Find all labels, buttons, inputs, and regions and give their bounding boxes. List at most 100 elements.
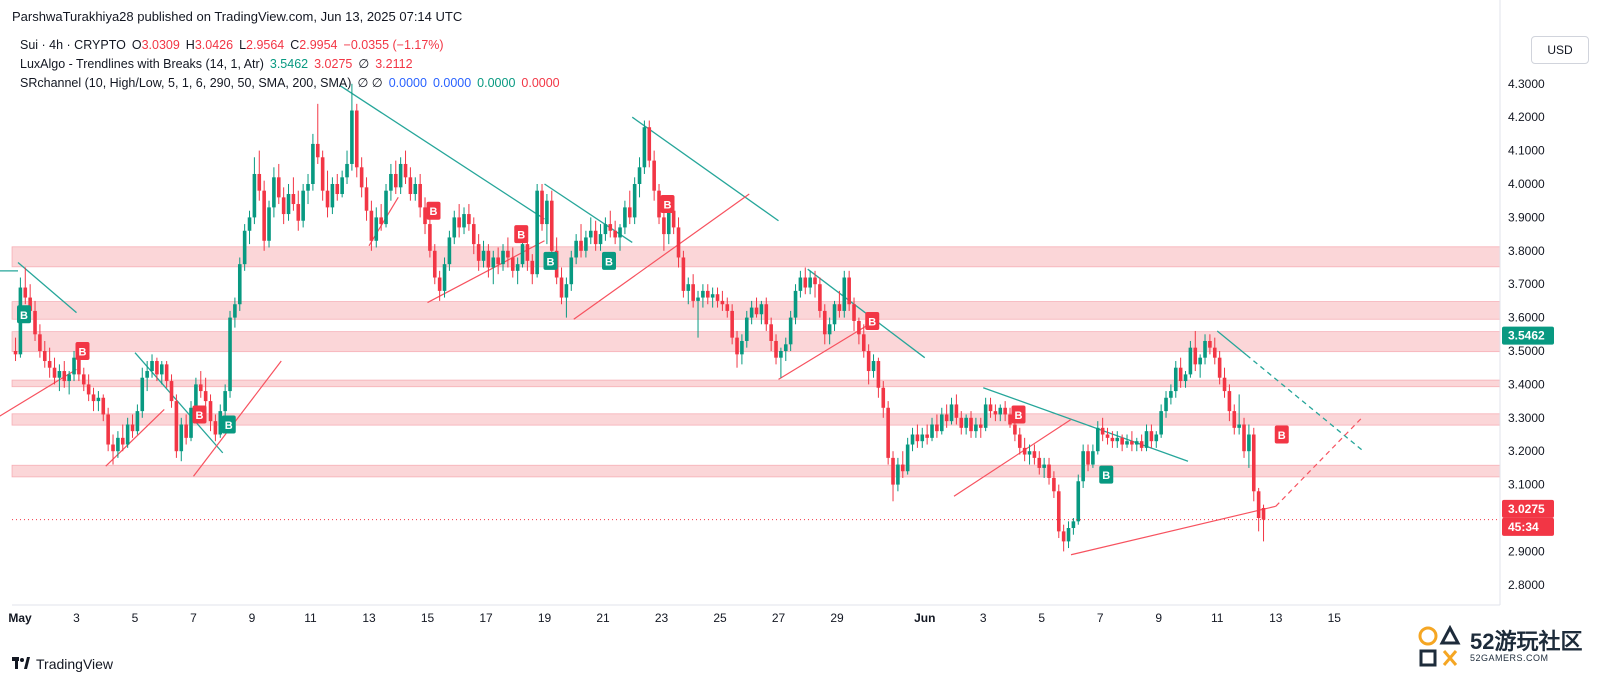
candle-body — [286, 194, 291, 215]
break-marker-down: B — [1274, 425, 1289, 444]
candle-body — [242, 230, 247, 265]
candle — [72, 351, 76, 382]
candle — [203, 377, 208, 408]
trendline-down — [134, 352, 224, 454]
candle-body — [657, 190, 661, 218]
break-marker-down: B — [660, 195, 675, 214]
candle — [637, 157, 642, 198]
indicator-name-srchannel[interactable]: SRchannel (10, High/Low, 5, 1, 6, 290, 5… — [20, 76, 352, 90]
candle — [559, 267, 564, 305]
marker-label: B — [605, 256, 613, 268]
candle-body — [398, 163, 403, 188]
candle — [866, 344, 871, 385]
tradingview-logo[interactable]: TradingView — [12, 656, 113, 672]
candle-body — [1212, 347, 1217, 358]
candle — [1095, 421, 1100, 455]
marker-box — [602, 251, 616, 270]
candle-body — [1071, 521, 1076, 529]
time-tick: 5 — [132, 611, 139, 625]
time-tick: 11 — [304, 611, 317, 625]
candle — [486, 244, 491, 278]
candle-body — [28, 297, 32, 311]
candle-body — [1095, 427, 1100, 452]
candle-body — [413, 184, 418, 195]
marker-label: B — [20, 310, 28, 322]
sr-zone — [11, 331, 1501, 353]
candle-body — [130, 424, 135, 432]
candle-body — [779, 351, 783, 358]
candle-body — [447, 237, 452, 265]
candle-body — [1203, 340, 1207, 358]
candle — [925, 424, 929, 445]
candle — [350, 83, 354, 171]
break-markers: B B B B B B B B B B B B B — [17, 195, 1289, 484]
candle-body — [101, 397, 106, 415]
candle-body — [891, 457, 895, 485]
price-tick: 3.8000 — [1508, 244, 1545, 258]
candle-body — [935, 424, 939, 432]
candle — [832, 300, 837, 331]
candle — [881, 381, 886, 418]
candle — [462, 207, 466, 235]
candle-body — [993, 411, 998, 415]
candle — [179, 417, 184, 462]
candle-body — [374, 217, 379, 241]
candle-body — [125, 424, 130, 445]
candle — [974, 417, 978, 438]
candle-body — [939, 414, 944, 432]
candle-body — [96, 397, 101, 402]
candle — [408, 167, 413, 201]
candle — [701, 284, 705, 308]
candle-body — [1115, 437, 1120, 442]
candle — [403, 150, 408, 184]
candle — [998, 404, 1003, 422]
candle-body — [725, 304, 730, 311]
break-marker-down: B — [426, 201, 441, 220]
break-marker-up: B — [1099, 465, 1114, 484]
candle-body — [1037, 457, 1042, 468]
candle-body — [184, 424, 188, 438]
candle — [23, 267, 28, 305]
candle — [447, 230, 452, 271]
candle-body — [813, 277, 817, 285]
candle — [1115, 431, 1120, 448]
trendline-down — [983, 387, 1189, 462]
candle-body — [159, 364, 164, 375]
candle-body — [715, 294, 720, 301]
candle-body — [384, 190, 388, 225]
time-tick: 7 — [190, 611, 197, 625]
candle — [1032, 444, 1037, 465]
candle — [145, 361, 149, 392]
price-label-text: 3.5462 — [1508, 329, 1545, 343]
candle — [681, 250, 686, 298]
candle-body — [340, 177, 344, 195]
candle — [1027, 444, 1032, 465]
candle — [374, 207, 379, 248]
candle-body — [1242, 424, 1246, 452]
candle-body — [179, 424, 184, 452]
time-tick: 9 — [1155, 611, 1162, 625]
candle-body — [1256, 491, 1261, 518]
candle — [886, 401, 890, 465]
luxalgo-value-2: 3.0275 — [314, 57, 353, 71]
candle-body — [81, 374, 86, 385]
candle-body — [876, 361, 881, 388]
candle-body — [1232, 411, 1237, 428]
candle — [744, 310, 749, 348]
candle — [208, 394, 213, 432]
candle — [549, 190, 554, 258]
candle — [330, 177, 335, 215]
candle-body — [267, 207, 271, 241]
luxalgo-value-1: 3.5462 — [269, 57, 309, 71]
candle-body — [38, 334, 42, 351]
symbol-title[interactable]: Sui · 4h · CRYPTO — [20, 38, 126, 52]
candle-body — [857, 320, 861, 335]
indicator-name-luxalgo[interactable]: LuxAlgo - Trendlines with Breaks (14, 1,… — [20, 57, 264, 71]
candle — [1081, 444, 1085, 488]
currency-button[interactable]: USD — [1531, 36, 1589, 64]
candle — [964, 414, 968, 435]
candle — [725, 297, 730, 318]
price-tick: 4.0000 — [1508, 177, 1545, 191]
candle-body — [744, 317, 749, 341]
